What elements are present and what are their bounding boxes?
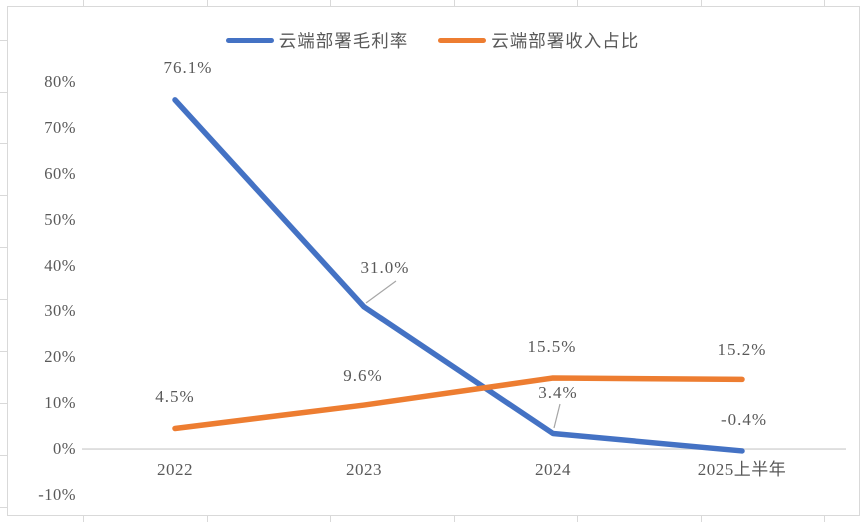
series-line-1	[172, 375, 745, 432]
y-axis-tick-label: 30%	[44, 301, 76, 321]
spreadsheet-gridline-stub	[83, 0, 84, 6]
data-point-label: 3.4%	[538, 383, 578, 402]
spreadsheet-gridline-stub	[0, 455, 7, 456]
legend-line-swatch-blue	[225, 38, 274, 43]
spreadsheet-gridline-stub	[824, 516, 825, 522]
y-axis-tick-label: 80%	[44, 72, 76, 91]
data-point-label: 31.0%	[360, 258, 410, 277]
y-axis-tick-label: 40%	[44, 255, 76, 275]
legend-line-swatch-orange	[438, 38, 487, 43]
spreadsheet-gridline-stub	[0, 195, 7, 196]
legend: 云端部署毛利率 云端部署收入占比	[0, 28, 865, 53]
x-axis-category-label: 2023	[346, 460, 382, 479]
data-point-label: 4.5%	[155, 387, 195, 406]
y-axis-tick-label: 0%	[53, 439, 76, 459]
spreadsheet-gridline-stub	[330, 516, 331, 522]
spreadsheet-gridline-stub	[0, 92, 7, 93]
data-label-leader-line	[365, 280, 397, 304]
x-axis-category-label: 2024	[535, 460, 571, 479]
x-axis-category-label: 2022	[157, 460, 193, 479]
spreadsheet-gridline-stub	[0, 351, 7, 352]
legend-item-revenue-share: 云端部署收入占比	[438, 28, 639, 53]
legend-label-revenue-share: 云端部署收入占比	[491, 31, 640, 51]
spreadsheet-gridline-stub	[0, 143, 7, 144]
spreadsheet-gridline-stub	[0, 507, 7, 508]
data-point-label: 15.2%	[717, 340, 767, 359]
spreadsheet-gridline-stub	[330, 0, 331, 6]
spreadsheet-gridline-stub	[577, 0, 578, 6]
spreadsheet-gridline-stub	[0, 40, 7, 41]
y-axis-tick-label: 70%	[44, 117, 76, 137]
data-point-label: 9.6%	[343, 366, 383, 385]
y-axis-tick-label: 50%	[44, 209, 76, 229]
x-axis-category-label: 2025上半年	[697, 460, 787, 479]
spreadsheet-gridline-stub	[206, 516, 208, 522]
spreadsheet-gridline-stub	[700, 516, 702, 522]
y-axis-tick-label: 60%	[44, 163, 76, 183]
data-point-label: 76.1%	[163, 58, 213, 77]
spreadsheet-gridline-stub	[206, 0, 208, 6]
series-line-0	[172, 97, 745, 454]
spreadsheet-gridline-stub	[453, 516, 455, 522]
legend-item-gross-margin: 云端部署毛利率	[225, 28, 409, 53]
data-point-label: 15.5%	[527, 337, 577, 356]
spreadsheet-gridline-stub	[700, 0, 702, 6]
spreadsheet-gridline-stub	[0, 403, 7, 404]
legend-label-gross-margin: 云端部署毛利率	[278, 31, 409, 51]
spreadsheet-gridline-stub	[453, 0, 455, 6]
spreadsheet-gridline-stub	[577, 516, 578, 522]
y-axis-tick-label: 20%	[44, 347, 76, 367]
chart-frame	[7, 6, 860, 516]
data-label-leader-line	[553, 403, 561, 429]
y-axis-tick-label: 10%	[44, 393, 76, 413]
y-axis-tick-label: -10%	[38, 485, 76, 504]
spreadsheet-gridline-stub	[0, 299, 7, 300]
data-point-label: -0.4%	[720, 410, 768, 429]
spreadsheet-gridline-stub	[83, 516, 84, 522]
spreadsheet-gridline-stub	[824, 0, 825, 6]
spreadsheet-gridline-stub	[0, 247, 7, 248]
